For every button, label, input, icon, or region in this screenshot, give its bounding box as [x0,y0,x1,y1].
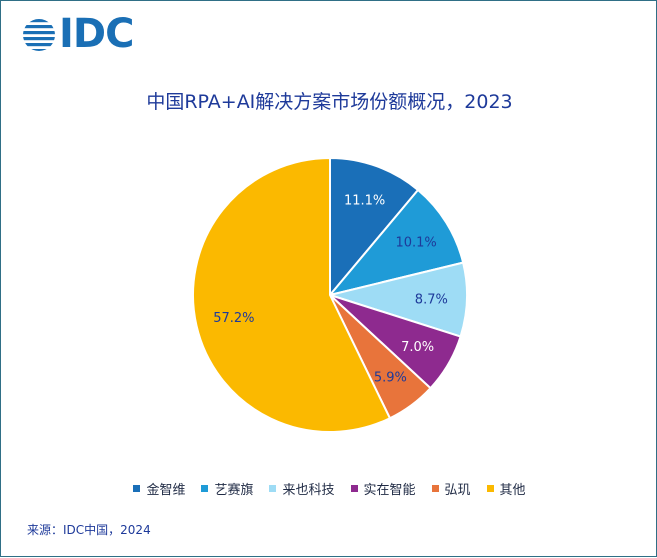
pie-slice-1 [327,188,465,297]
legend-swatch [350,485,358,492]
legend-item-4: 弘玑 [431,479,471,498]
legend-item-0: 金智维 [133,479,185,498]
legend-label: 来也科技 [282,483,335,498]
pie-slice-label-3: 7.0% [401,340,434,355]
legend-label: 实在智能 [363,483,416,498]
brand-name: IDC [59,11,134,57]
pie-slice-label-1: 10.1% [395,235,436,250]
legend-swatch [431,485,439,492]
pie-slice-5 [192,156,392,433]
legend: 金智维 艺赛旗 来也科技 实在智能 弘玑 其他 [1,479,657,498]
legend-swatch [269,485,277,492]
legend-swatch [133,485,141,492]
pie-slice-label-2: 8.7% [415,293,448,308]
legend-swatch [201,485,209,492]
pie-slice-label-4: 5.9% [374,370,407,385]
legend-item-1: 艺赛旗 [201,479,253,498]
idc-globe-icon [23,19,55,51]
legend-item-3: 实在智能 [350,479,416,498]
pie-slice-0 [329,156,420,298]
pie-slice-label-0: 11.1% [344,194,385,209]
legend-item-2: 来也科技 [269,479,335,498]
legend-swatch [486,485,494,492]
pie-slice-label-5: 57.2% [213,311,254,326]
legend-label: 其他 [499,483,526,498]
legend-item-5: 其他 [486,479,526,498]
chart-title: 中国RPA+AI解决方案市场份额概况，2023 [146,91,513,113]
legend-label: 艺赛旗 [214,483,254,498]
legend-label: 金智维 [146,483,186,498]
source-note: 来源：IDC中国，2024 [27,523,151,537]
idc-logo: IDC [21,11,141,59]
legend-label: 弘玑 [444,483,471,498]
